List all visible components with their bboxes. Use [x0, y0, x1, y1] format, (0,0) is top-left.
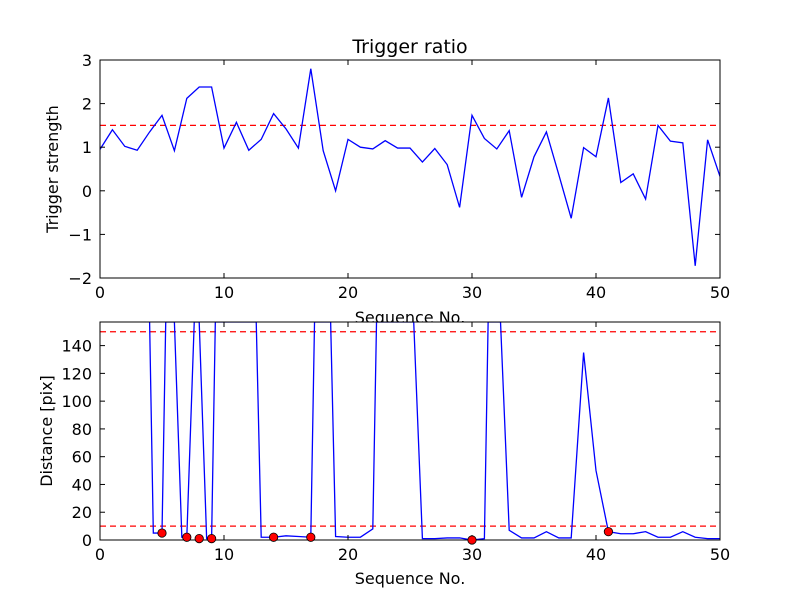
bottom-marker-point: [207, 534, 217, 544]
bottom-marker-point: [306, 532, 316, 542]
top-y-tick-label: −1: [68, 225, 92, 244]
bottom-marker-point: [182, 532, 192, 542]
bottom-y-axis-label: Distance [pix]: [37, 375, 56, 487]
bottom-marker-point: [194, 534, 204, 544]
bottom-subplot: 0 10 20 30 40 50 0 20 40 60 80 100 120 140 Sequence N…: [37, 321, 730, 588]
top-y-axis-label: Trigger strength: [43, 105, 62, 234]
bottom-y-tick-label: 80: [72, 420, 92, 439]
bottom-x-tick-label: 40: [586, 545, 606, 564]
bottom-y-tick-label: 60: [72, 448, 92, 467]
top-x-tick-label: 20: [338, 283, 358, 302]
top-x-tick-label: 0: [95, 283, 105, 302]
bottom-y-tick-label: 100: [61, 392, 92, 411]
bottom-x-tick-label: 10: [214, 545, 234, 564]
top-plot-area: [100, 60, 720, 278]
bottom-y-tick-label: 20: [72, 503, 92, 522]
bottom-x-tick-label: 0: [95, 545, 105, 564]
bottom-y-tick-label: 120: [61, 364, 92, 383]
top-y-tick-label: −2: [68, 269, 92, 288]
bottom-marker-point: [157, 528, 167, 538]
top-series-line: [100, 68, 720, 266]
top-x-tick-label: 50: [710, 283, 730, 302]
top-x-tick-label: 10: [214, 283, 234, 302]
top-y-tick-label: 0: [82, 182, 92, 201]
top-y-tick-label: 2: [82, 95, 92, 114]
bottom-y-tick-label: 140: [61, 337, 92, 356]
bottom-marker-point: [268, 532, 279, 542]
bottom-x-axis-label: Sequence No.: [355, 569, 466, 588]
top-chart-title: Trigger ratio: [351, 36, 467, 58]
bottom-marker-point: [603, 527, 614, 537]
bottom-x-tick-label: 30: [462, 545, 482, 564]
top-x-tick-label: 30: [462, 283, 482, 302]
bottom-plot-frame: [99, 321, 721, 541]
top-plot-frame: [99, 59, 721, 279]
bottom-x-tick-label: 50: [710, 545, 730, 564]
top-x-tick-label: 40: [586, 283, 606, 302]
top-y-tick-label: 1: [82, 138, 92, 157]
bottom-x-tick-label: 20: [338, 545, 358, 564]
bottom-y-tick-label: 0: [82, 531, 92, 550]
bottom-marker-point: [467, 535, 477, 545]
top-y-tick-label: 3: [82, 51, 92, 70]
bottom-y-tick-label: 40: [72, 475, 92, 494]
